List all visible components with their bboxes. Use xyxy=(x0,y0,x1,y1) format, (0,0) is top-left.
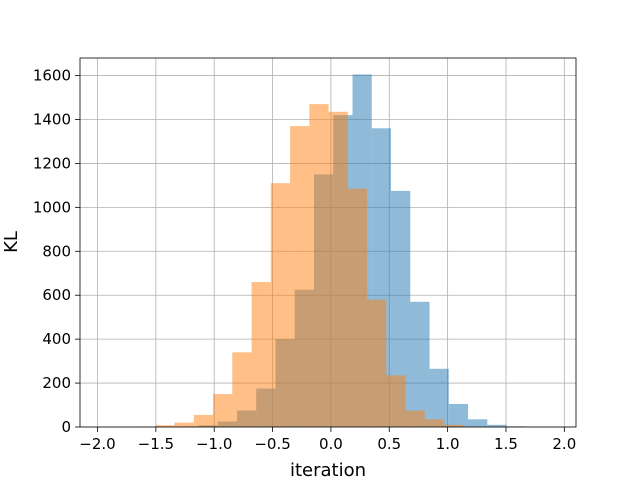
x-tick-label: 0.0 xyxy=(319,435,343,453)
x-tick-label: −2.0 xyxy=(79,435,115,453)
x-tick-label: 1.5 xyxy=(494,435,518,453)
x-tick-label: −1.0 xyxy=(196,435,232,453)
histogram-bar-series-2 xyxy=(444,424,464,427)
y-tick-label: 1400 xyxy=(33,111,71,129)
y-tick-label: 600 xyxy=(42,286,71,304)
histogram-bar-series-2 xyxy=(174,422,194,427)
histogram-bar-series-2 xyxy=(309,104,329,427)
histogram-bar-series-2 xyxy=(347,188,368,427)
y-tick-label: 200 xyxy=(42,374,71,392)
histogram-bars xyxy=(97,74,565,428)
histogram-bar-series-2 xyxy=(290,126,310,427)
histogram-bar-series-2 xyxy=(251,282,271,427)
histogram-bar-series-2 xyxy=(328,111,348,427)
x-tick-label: 0.5 xyxy=(377,435,401,453)
histogram-bar-series-2 xyxy=(155,425,175,427)
histogram-bar-series-1 xyxy=(391,190,411,427)
plot-frame xyxy=(79,57,577,428)
y-tick-label: 400 xyxy=(42,330,71,348)
y-tick-label: 1000 xyxy=(33,198,71,216)
x-tick-label: 1.0 xyxy=(436,435,460,453)
histogram-bar-series-2 xyxy=(386,375,406,427)
y-axis-ticks: 0 200 400 600 800 1000 1200 1400 1600 xyxy=(33,67,80,436)
histogram-bar-series-2 xyxy=(367,299,387,427)
histogram-bar-series-2 xyxy=(405,410,425,427)
histogram-bar-series-2 xyxy=(232,352,252,427)
histogram-bar-series-2 xyxy=(193,414,214,427)
y-tick-label: 0 xyxy=(61,418,71,436)
x-axis-ticks: −2.0 −1.5 −1.0 −0.5 0.0 0.5 1.0 1.5 2.0 xyxy=(79,427,576,453)
histogram-bar-series-1 xyxy=(468,419,488,427)
x-tick-label: 2.0 xyxy=(552,435,576,453)
x-tick-label: −0.5 xyxy=(254,435,290,453)
histogram-bar-series-2 xyxy=(424,419,445,427)
y-tick-label: 1600 xyxy=(33,67,71,85)
x-tick-label: −1.5 xyxy=(138,435,174,453)
histogram-bar-series-1 xyxy=(448,403,469,427)
y-axis-label: KL xyxy=(1,231,22,253)
histogram-bar-series-1 xyxy=(487,424,507,427)
histogram-bar-series-1 xyxy=(429,368,449,427)
histogram-bar-series-1 xyxy=(410,301,430,427)
histogram-bar-series-2 xyxy=(213,394,233,427)
x-axis-label: iteration xyxy=(290,460,366,480)
y-tick-label: 800 xyxy=(42,242,71,260)
histogram-bar-series-2 xyxy=(270,183,291,427)
y-tick-label: 1200 xyxy=(33,154,71,172)
